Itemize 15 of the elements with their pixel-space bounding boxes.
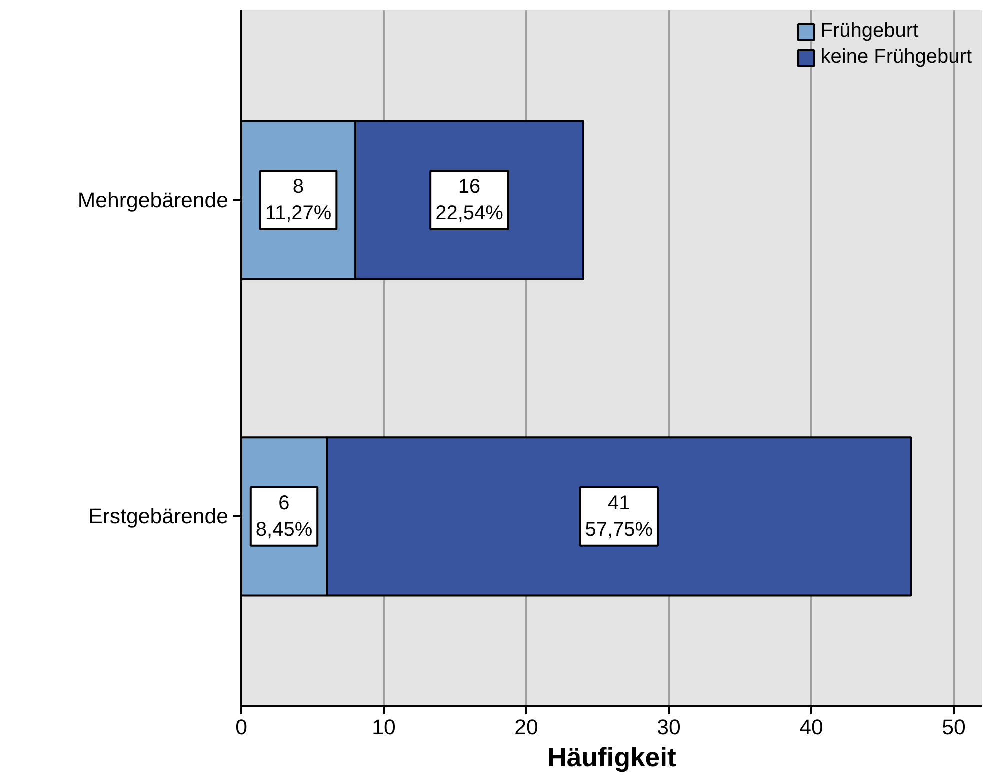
data-label: 41 57,75%: [585, 492, 654, 541]
x-tick-label: 10: [372, 716, 396, 740]
data-label: 6 8,45%: [256, 492, 313, 541]
x-tick-label: 20: [514, 716, 538, 740]
data-label: 16 22,54%: [436, 176, 504, 225]
x-tick-label: 30: [657, 716, 681, 740]
data-label: 8 11,27%: [265, 176, 332, 225]
x-tick-label: 40: [800, 716, 824, 740]
x-tick-label: 0: [236, 716, 248, 740]
x-tick-label: 50: [942, 716, 966, 740]
legend-label: Frühgeburt: [820, 20, 919, 43]
legend-label: keine Frühgeburt: [820, 46, 972, 69]
y-tick-label: Erstgebärende: [88, 504, 229, 529]
x-axis-title: Häufigkeit: [548, 742, 677, 772]
y-tick-label: Mehrgebärende: [78, 188, 229, 212]
